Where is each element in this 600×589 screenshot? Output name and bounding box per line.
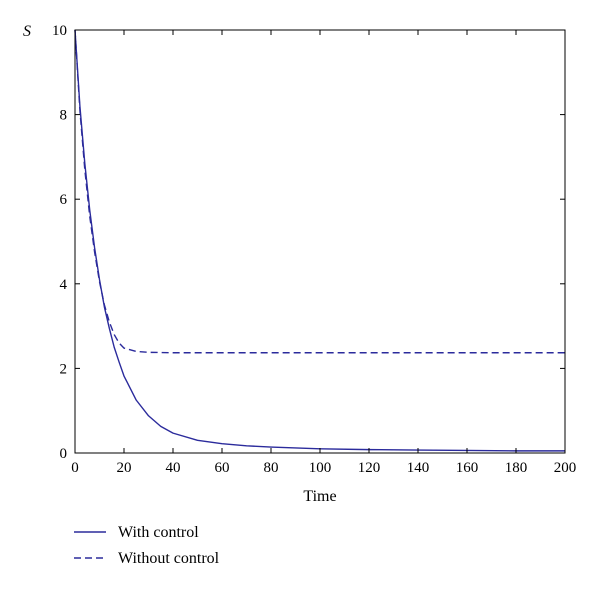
series-line-without-control — [74, 29, 565, 354]
plot-area — [74, 29, 565, 452]
legend-label: With control — [118, 524, 199, 541]
plot-frame — [74, 29, 566, 454]
x-tick-label: 60 — [215, 460, 230, 476]
y-tick-label: 10 — [52, 23, 67, 39]
x-tick-label: 160 — [456, 460, 479, 476]
x-tick-label: 40 — [166, 460, 181, 476]
x-tick-label: 100 — [309, 460, 332, 476]
x-axis-label: Time — [303, 488, 336, 505]
y-tick-label: 2 — [60, 361, 68, 377]
y-tick-label: 4 — [60, 277, 68, 293]
y-tick-label: 0 — [60, 446, 68, 462]
x-tick-label: 20 — [117, 460, 132, 476]
x-tick-label: 120 — [358, 460, 381, 476]
y-tick-label: 6 — [60, 192, 68, 208]
legend-label: Without control — [118, 550, 220, 567]
series-line-with-control — [74, 29, 565, 452]
x-axis-ticks: 0 20 40 60 80 100 120 140 160 180 200 — [71, 30, 576, 476]
y-tick-label: 8 — [60, 108, 68, 124]
y-axis-ticks: 0 2 4 6 8 10 — [52, 23, 565, 462]
x-tick-label: 180 — [505, 460, 528, 476]
x-tick-label: 80 — [264, 460, 279, 476]
x-tick-label: 140 — [407, 460, 430, 476]
x-tick-label: 200 — [554, 460, 577, 476]
legend: With control Without control — [74, 524, 220, 567]
y-axis-label: S — [23, 23, 31, 40]
x-tick-label: 0 — [71, 460, 79, 476]
